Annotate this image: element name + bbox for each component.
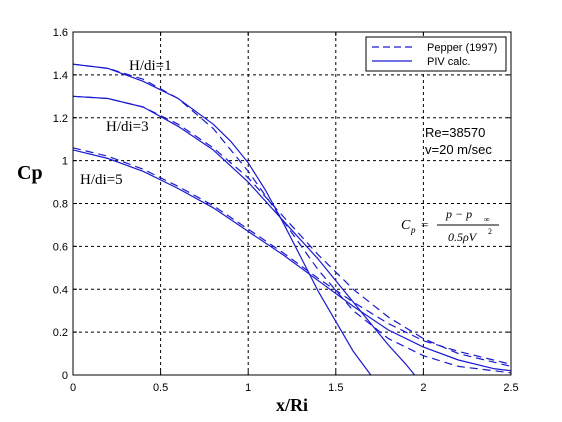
formula-num-sub: ∞ — [484, 215, 490, 224]
y-tick-label: 0.2 — [53, 327, 68, 339]
y-tick-labels: 0 0.2 0.4 0.6 0.8 1 1.2 1.4 1.6 — [53, 27, 68, 382]
x-tick-label: 0 — [70, 382, 76, 394]
x-tick-label: 2 — [420, 382, 426, 394]
formula-denominator: 0.5ρV — [448, 230, 478, 244]
y-tick-label: 0.4 — [53, 284, 68, 296]
x-axis-label: x/Ri — [276, 395, 308, 415]
x-tick-labels: 0 0.5 1 1.5 2 2.5 — [70, 382, 519, 394]
x-tick-label: 0.5 — [153, 382, 168, 394]
x-tick-label: 1 — [245, 382, 251, 394]
curve-label-h1: H/di=1 — [129, 58, 172, 74]
cp-formula: C p = p − p ∞ 0.5ρV 2 — [401, 207, 499, 244]
formula-equals: = — [421, 217, 428, 232]
y-tick-label: 0.8 — [53, 199, 68, 211]
grid-lines — [73, 32, 511, 375]
x-tick-label: 2.5 — [503, 382, 518, 394]
series-line-h-di-1-dashed — [72, 63, 512, 374]
curve-label-h5: H/di=5 — [80, 172, 123, 188]
x-tick-label: 1.5 — [328, 382, 343, 394]
legend-box — [365, 36, 507, 72]
velocity-annotation: v=20 m/sec — [425, 142, 492, 157]
y-tick-label: 1 — [62, 156, 68, 168]
reynolds-annotation: Re=38570 — [425, 125, 485, 140]
series-line-h-di-1-solid — [72, 63, 372, 376]
formula-numerator: p − p — [445, 207, 472, 221]
y-tick-label: 1.4 — [53, 70, 68, 82]
series-line-h-di-3-solid — [72, 95, 416, 376]
series-line-h-di-5-solid — [72, 149, 512, 372]
y-tick-label: 0 — [62, 370, 68, 382]
tick-marks — [72, 31, 512, 376]
series-line-h-di-3-dashed — [72, 95, 512, 367]
legend: Pepper (1997) PIV calc. — [365, 36, 507, 72]
formula-lhs-sub: p — [410, 225, 416, 235]
curve-label-h3: H/di=3 — [106, 119, 149, 135]
y-tick-label: 0.6 — [53, 241, 68, 253]
y-tick-label: 1.6 — [53, 27, 68, 39]
series-group — [72, 63, 512, 376]
formula-lhs: C — [401, 218, 411, 233]
legend-label-piv: PIV calc. — [427, 56, 470, 68]
formula-den-sup: 2 — [488, 227, 492, 236]
series-line-h-di-5-dashed — [72, 147, 512, 365]
y-axis-label: Cp — [17, 162, 43, 184]
y-tick-label: 1.2 — [53, 113, 68, 125]
legend-label-pepper: Pepper (1997) — [427, 42, 497, 54]
